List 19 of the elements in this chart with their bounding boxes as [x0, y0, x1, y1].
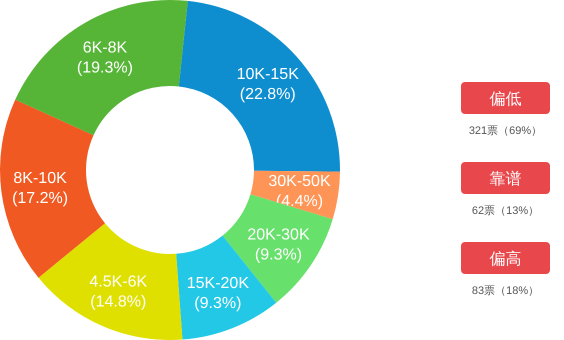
data-label: (14.8%): [90, 293, 146, 310]
data-label: (9.3%): [194, 294, 242, 312]
slice-label: 10K-15K: [236, 66, 300, 83]
text: 62票（13%）: [472, 205, 540, 217]
text: 321票（69%）: [468, 125, 542, 137]
slice-label: 6K-8K: [82, 39, 128, 56]
data-label: (9.3%): [254, 246, 302, 264]
data-label: (19.3%): [76, 59, 133, 76]
slice-label: 4.5K-6K: [89, 273, 148, 290]
data-label: (17.2%): [12, 190, 68, 207]
category-label: 偏高: [490, 250, 522, 268]
slice-label: 30K-50K: [268, 172, 331, 190]
slice-label: 20K-30K: [247, 226, 310, 244]
category-label: 靠谱: [490, 170, 522, 188]
data-label: (22.8%): [240, 86, 296, 103]
slice-label: 15K-20K: [186, 274, 250, 292]
category-label: 偏低: [490, 90, 522, 108]
text: 83票（18%）: [472, 285, 540, 297]
slice-label: 8K-10K: [13, 170, 68, 187]
